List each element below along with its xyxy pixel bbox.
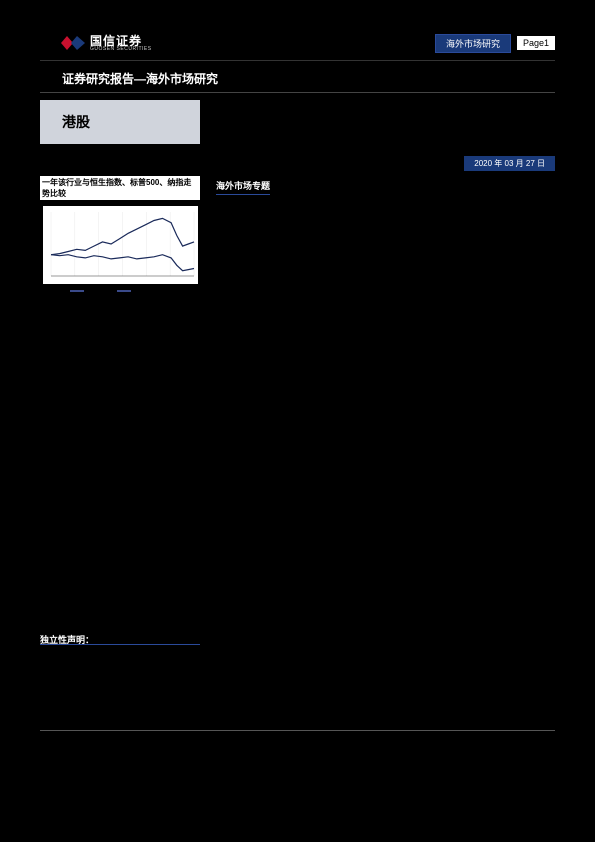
logo-mark (60, 34, 86, 52)
logo-cn-text: 国信证券 (90, 35, 152, 47)
date-strip: 2020 年 03 月 27 日 (464, 156, 555, 171)
stock-tag-text: 港股 (62, 112, 90, 132)
chart-svg (43, 206, 198, 284)
category-pill: 海外市场研究 (435, 34, 511, 53)
header-right: 海外市场研究 Page1 (435, 34, 555, 53)
section-tag: 海外市场专题 (216, 179, 270, 195)
right-column: 海外市场专题 (216, 176, 555, 195)
legend-item-0 (70, 290, 87, 292)
title-rule (40, 92, 555, 93)
legend-swatch-0 (70, 290, 84, 292)
legend-swatch-1 (117, 290, 131, 292)
left-column: 一年该行业与恒生指数、标普500、纳指走势比较 (40, 176, 200, 292)
chart-caption: 一年该行业与恒生指数、标普500、纳指走势比较 (40, 176, 200, 200)
page-root: 国信证券 GUOSEN SECURITIES 海外市场研究 Page1 证券研究… (0, 0, 595, 842)
report-title: 证券研究报告—海外市场研究 (62, 70, 218, 87)
top-rule (40, 60, 555, 61)
stock-tag-box: 港股 (40, 100, 200, 144)
bottom-rule (40, 730, 555, 731)
header: 国信证券 GUOSEN SECURITIES 海外市场研究 Page1 (60, 28, 555, 58)
independence-underline (40, 644, 200, 645)
comparison-chart (43, 206, 198, 284)
logo-right-diamond (71, 36, 85, 50)
logo-text: 国信证券 GUOSEN SECURITIES (90, 35, 152, 52)
logo: 国信证券 GUOSEN SECURITIES (60, 34, 152, 52)
chart-legend (70, 290, 200, 292)
legend-item-1 (117, 290, 134, 292)
page-number: Page1 (517, 36, 555, 50)
logo-en-text: GUOSEN SECURITIES (90, 47, 152, 52)
independence-block: 独立性声明： (40, 630, 94, 648)
